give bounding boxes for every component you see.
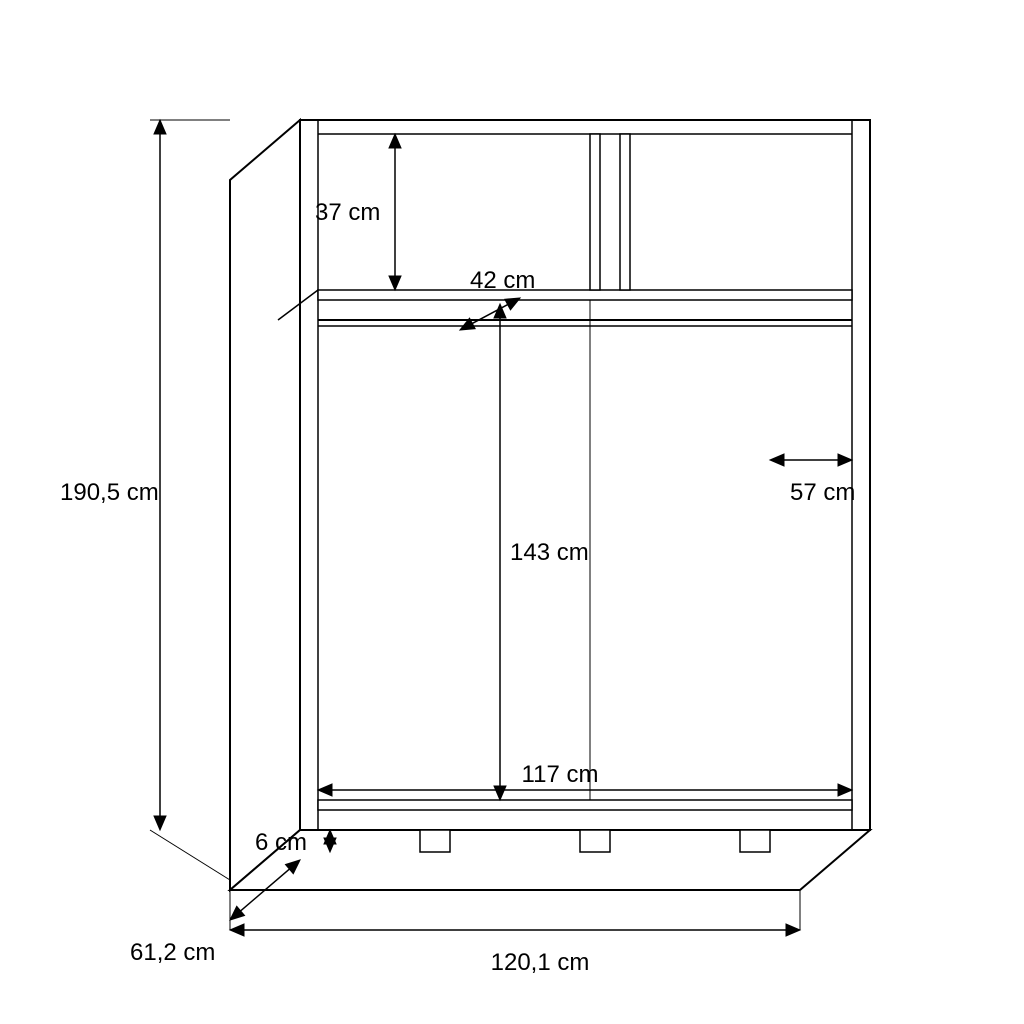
dim-shelf-depth: 42 cm: [470, 267, 535, 294]
dim-inner-height: 143 cm: [510, 539, 589, 566]
dim-total-width: 120,1 cm: [491, 949, 590, 976]
cabinet-front: [278, 120, 870, 852]
dim-foot-height: 6 cm: [255, 829, 307, 856]
dim-top-gap: 37 cm: [315, 199, 380, 226]
dim-depth: 61,2 cm: [130, 939, 215, 966]
dim-inner-width: 117 cm: [522, 761, 599, 788]
dim-right-depth: 57 cm: [790, 479, 855, 506]
dim-total-height: 190,5 cm: [60, 479, 159, 506]
